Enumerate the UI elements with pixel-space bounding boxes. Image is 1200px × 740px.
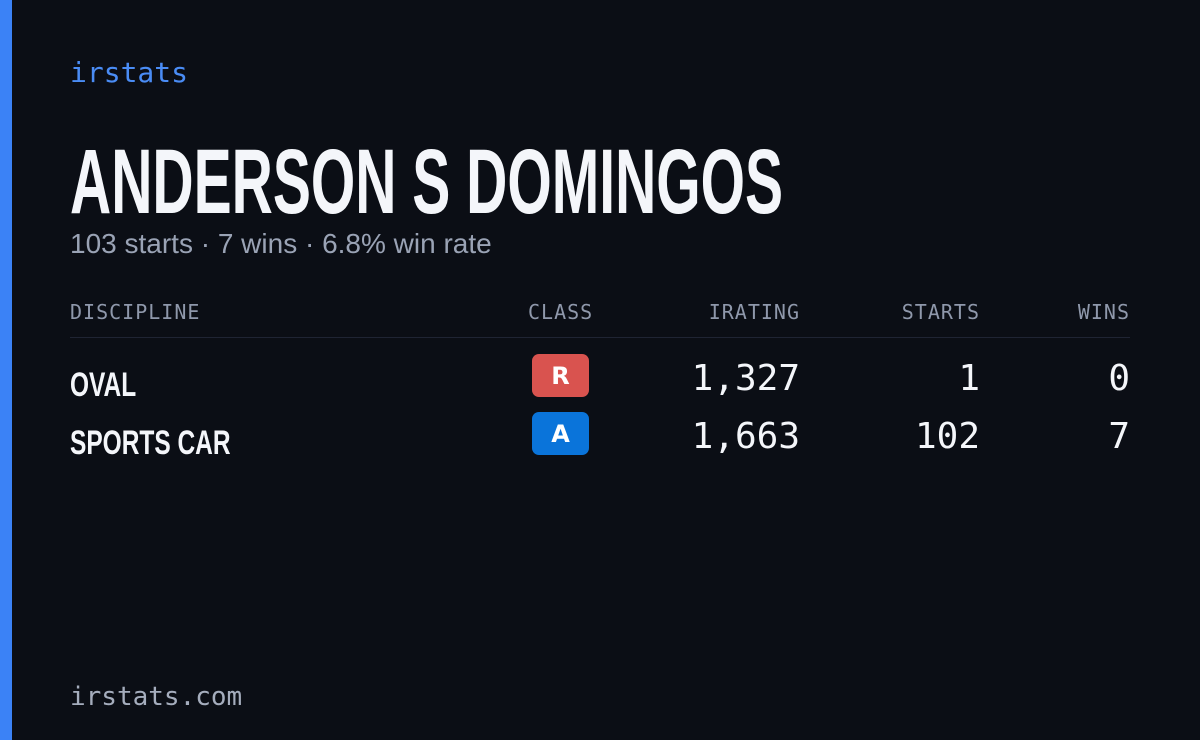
wins: 7 [1108,416,1130,457]
footer: irstats.com [70,682,243,712]
irating: 1,663 [691,416,800,457]
summary: 103 starts · 7 wins · 6.8% win rate [70,228,492,259]
column-header: CLASS [528,300,594,324]
starts: 1 [958,358,980,399]
irating: 1,327 [691,358,800,399]
brand: irstats [70,56,189,89]
column-header: IRATING [708,300,800,324]
header-rule [70,337,1130,338]
wins: 0 [1108,358,1130,399]
discipline: OVAL [70,366,137,404]
driver-name: ANDERSON S DOMINGOS [70,131,784,233]
column-header: DISCIPLINE [70,300,201,324]
accent-stripe [0,0,12,740]
column-header: STARTS [901,300,980,324]
class-badge: R [532,354,589,397]
class-badge: A [532,412,589,455]
column-header: WINS [1077,300,1130,324]
starts: 102 [914,416,980,457]
discipline: SPORTS CAR [70,424,231,462]
